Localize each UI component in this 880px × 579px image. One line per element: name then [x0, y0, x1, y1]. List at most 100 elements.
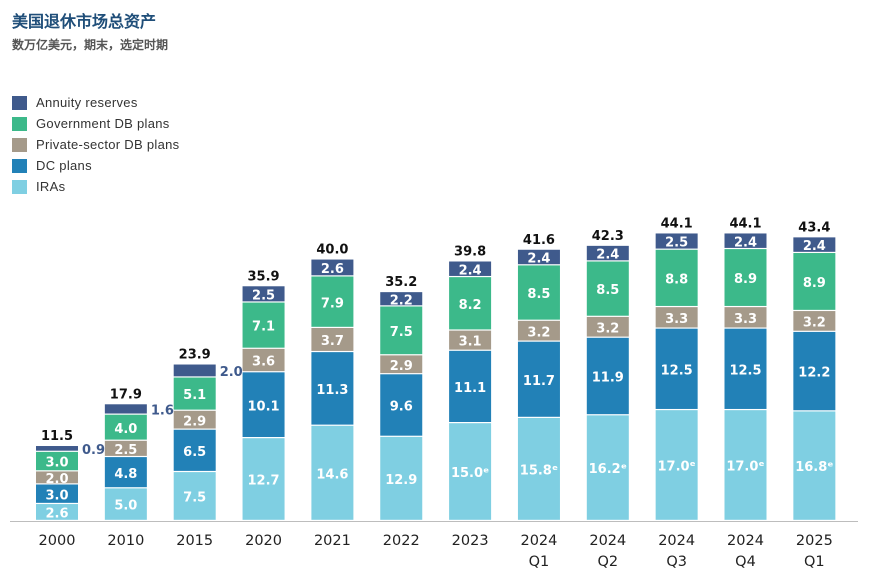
bar-segment-annuity-reserves: [242, 286, 285, 302]
legend-item-government-db-plans: Government DB plans: [12, 113, 179, 134]
bar-segment-government-db-plans: [449, 277, 492, 330]
bar-value-label-iras: 16.8ᵉ: [795, 460, 833, 475]
bar-value-label-annuity-reserves: 2.4: [803, 239, 826, 254]
bar-value-label-government-db-plans: 8.9: [734, 272, 757, 287]
legend-item-iras: IRAs: [12, 176, 179, 197]
bar-total-label: 11.5: [41, 429, 73, 444]
bar-segment-annuity-reserves: [36, 446, 78, 451]
legend-label-iras: IRAs: [36, 179, 66, 194]
bar-value-label-annuity-reserves: 2.4: [527, 252, 550, 267]
bar-segment-dc-plans: [104, 457, 147, 488]
bar-segment-private-sector-db-plans: [793, 311, 836, 331]
bar-segment-iras: [655, 410, 698, 520]
x-tick-label: 2023: [452, 533, 489, 549]
x-tick-label: 2020: [245, 533, 282, 549]
bar-segment-iras: [586, 415, 629, 520]
bar-segment-iras: [173, 472, 216, 520]
bar-value-label-iras: 15.0ᵉ: [451, 466, 489, 481]
bar-segment-government-db-plans: [173, 377, 216, 410]
legend-item-dc-plans: DC plans: [12, 155, 179, 176]
bar-value-label-annuity-reserves: 2.4: [459, 263, 482, 278]
legend-swatch-private-sector-db-plans: [12, 137, 27, 152]
bar-value-label-dc-plans: 12.5: [729, 363, 761, 378]
bar-segment-private-sector-db-plans: [724, 307, 767, 328]
bar-value-label-private-sector-db-plans: 2.5: [114, 443, 137, 458]
bar-segment-government-db-plans: [104, 414, 147, 440]
bar-value-label-private-sector-db-plans: 2.9: [183, 414, 206, 429]
bar-segment-private-sector-db-plans: [655, 307, 698, 328]
bar-segment-iras: [449, 423, 492, 520]
chart-subtitle: 数万亿美元，期末，选定时期: [12, 38, 169, 52]
bar-segment-iras: [793, 411, 836, 520]
bar-segment-iras: [311, 425, 354, 520]
bar-value-label-iras: 5.0: [114, 499, 137, 514]
x-tick-label: 2010: [107, 533, 144, 549]
bar-segment-iras: [380, 436, 423, 520]
bar-value-label-iras: 17.0ᵉ: [726, 460, 764, 475]
bar-value-label-annuity-reserves: 2.2: [390, 293, 413, 308]
bar-value-label-annuity-reserves: 2.6: [321, 262, 344, 277]
legend-swatch-annuity-reserves: [12, 95, 27, 110]
bar-value-label-dc-plans: 4.8: [114, 467, 137, 482]
bar-value-label-iras: 2.6: [45, 507, 68, 522]
x-tick-label: 2024: [589, 533, 626, 549]
legend-label-dc-plans: DC plans: [36, 158, 92, 173]
x-tick-label: 2024: [727, 533, 764, 549]
bar-segment-dc-plans: [173, 429, 216, 471]
bar-value-label-private-sector-db-plans: 3.7: [321, 334, 344, 349]
bar-value-label-private-sector-db-plans: 3.1: [459, 335, 482, 350]
bar-segment-annuity-reserves: [793, 237, 836, 252]
bar-segment-annuity-reserves: [173, 364, 216, 377]
x-tick-label: Q1: [529, 554, 550, 570]
bar-value-label-government-db-plans: 7.1: [252, 320, 275, 335]
bar-value-label-iras: 12.9: [385, 473, 417, 488]
legend-swatch-dc-plans: [12, 158, 27, 173]
legend-swatch-iras: [12, 179, 27, 194]
bar-value-label-private-sector-db-plans: 3.2: [527, 325, 550, 340]
bar-segment-annuity-reserves: [517, 249, 560, 265]
x-tick-label: 2000: [39, 533, 76, 549]
bar-segment-iras: [36, 504, 78, 520]
x-tick-label: 2015: [176, 533, 213, 549]
x-tick-label: Q2: [597, 554, 618, 570]
bar-value-label-dc-plans: 11.3: [316, 383, 348, 398]
bar-value-label-government-db-plans: 8.8: [665, 272, 688, 287]
bar-segment-dc-plans: [311, 352, 354, 425]
bar-value-label-dc-plans: 11.9: [592, 371, 624, 386]
bar-value-label-annuity-reserves: 1.6: [151, 404, 174, 419]
bar-segment-government-db-plans: [380, 306, 423, 355]
bar-segment-private-sector-db-plans: [242, 348, 285, 372]
bar-value-label-government-db-plans: 8.5: [527, 287, 550, 302]
bar-value-label-dc-plans: 11.7: [523, 374, 555, 389]
x-tick-label: 2021: [314, 533, 351, 549]
bar-total-label: 40.0: [316, 243, 348, 258]
bar-segment-private-sector-db-plans: [311, 328, 354, 351]
bar-value-label-government-db-plans: 5.1: [183, 388, 206, 403]
bar-segment-private-sector-db-plans: [104, 440, 147, 456]
legend-swatch-government-db-plans: [12, 116, 27, 131]
bar-segment-dc-plans: [724, 328, 767, 409]
x-tick-label: Q3: [666, 554, 687, 570]
bar-segment-private-sector-db-plans: [36, 471, 78, 484]
bar-total-label: 42.3: [592, 229, 624, 244]
bar-total-label: 44.1: [661, 216, 693, 231]
bar-segment-private-sector-db-plans: [517, 320, 560, 341]
x-tick-label: 2024: [658, 533, 695, 549]
bar-segment-dc-plans: [793, 331, 836, 411]
bar-total-label: 35.2: [385, 275, 417, 290]
bar-segment-annuity-reserves: [104, 404, 147, 414]
bar-value-label-government-db-plans: 7.5: [390, 325, 413, 340]
legend-item-annuity-reserves: Annuity reserves: [12, 92, 179, 113]
bar-segment-government-db-plans: [36, 451, 78, 471]
x-tick-label: Q1: [804, 554, 825, 570]
bar-value-label-private-sector-db-plans: 2.0: [45, 472, 68, 487]
bar-value-label-government-db-plans: 8.2: [459, 298, 482, 313]
bar-total-label: 41.6: [523, 233, 555, 248]
x-tick-label: 2022: [383, 533, 420, 549]
bar-value-label-dc-plans: 12.2: [798, 366, 830, 381]
bar-value-label-private-sector-db-plans: 2.9: [390, 359, 413, 374]
bar-value-label-dc-plans: 3.0: [45, 488, 68, 503]
x-tick-label: 2025: [796, 533, 833, 549]
legend: Annuity reserves Government DB plans Pri…: [12, 92, 179, 197]
